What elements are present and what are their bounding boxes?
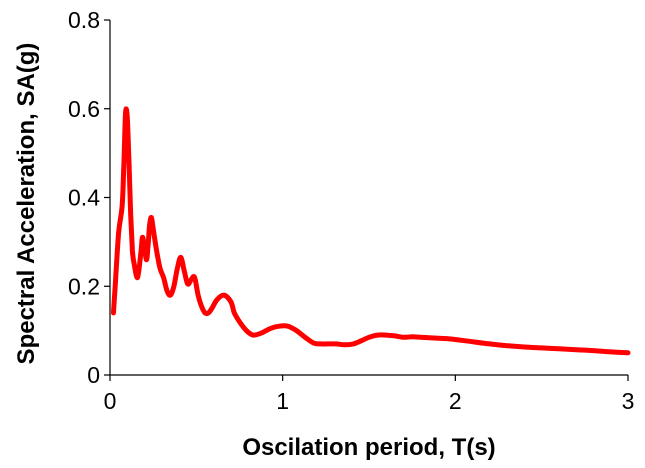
y-tick-label: 0.8 — [68, 7, 100, 33]
axes — [109, 20, 628, 376]
series-line — [111, 106, 631, 356]
x-axis-title: Oscilation period, T(s) — [242, 434, 495, 461]
x-tick-label: 0 — [104, 388, 117, 414]
y-tick-label: 0 — [87, 362, 100, 388]
y-tick-label: 0.4 — [68, 185, 100, 211]
x-tick-label: 1 — [276, 388, 289, 414]
y-axis-title: Spectral Acceleration, SA(g) — [13, 43, 40, 365]
y-ticks: 0 0.2 0.4 0.6 0.8 — [68, 7, 110, 388]
x-tick-label: 2 — [449, 388, 462, 414]
series-layer — [111, 106, 631, 356]
y-tick-label: 0.6 — [68, 96, 100, 122]
y-tick-label: 0.2 — [68, 273, 100, 299]
x-tick-label: 3 — [622, 388, 635, 414]
x-ticks: 0 1 2 3 — [104, 375, 635, 414]
